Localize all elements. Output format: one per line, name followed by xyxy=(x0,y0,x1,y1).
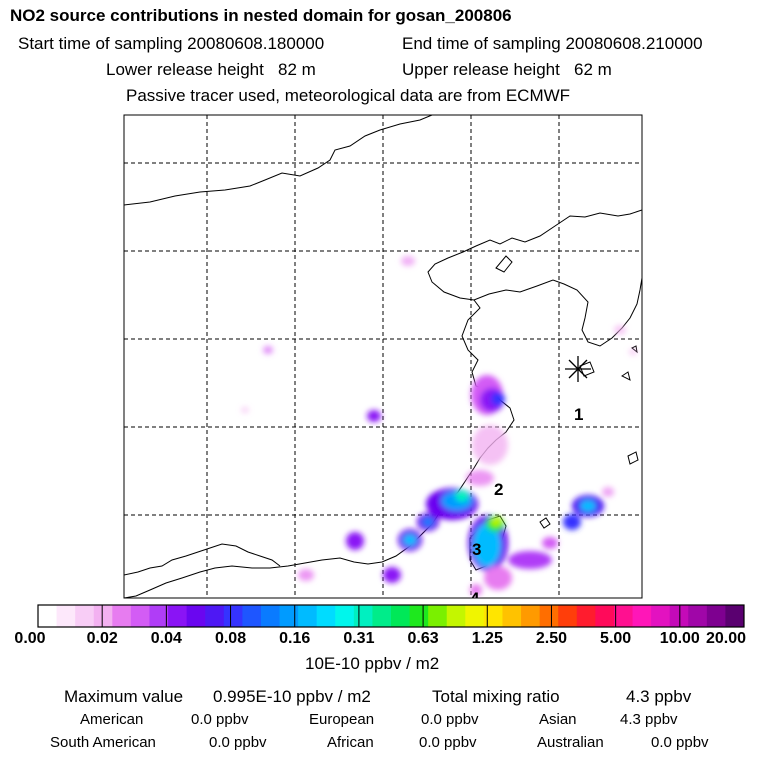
legend-swatch xyxy=(688,605,708,627)
legend-swatch xyxy=(576,605,596,627)
legend-swatch xyxy=(112,605,132,627)
legend-swatch xyxy=(223,605,243,627)
legend-swatch xyxy=(242,605,262,627)
page-title: NO2 source contributions in nested domai… xyxy=(10,6,512,25)
legend-swatch xyxy=(595,605,615,627)
region-value: 0.0 ppbv xyxy=(651,734,709,751)
legend-swatch xyxy=(168,605,188,627)
legend-swatch xyxy=(298,605,318,627)
legend-tick-label: 0.04 xyxy=(150,630,182,647)
region-name: Australian xyxy=(537,734,604,751)
legend-swatch xyxy=(539,605,559,627)
legend-swatch xyxy=(706,605,726,627)
legend-swatch xyxy=(502,605,522,627)
legend-swatch xyxy=(75,605,95,627)
legend-swatch xyxy=(409,605,429,627)
region-value: 4.3 ppbv xyxy=(620,711,678,728)
color-legend xyxy=(38,605,745,627)
legend-tick-label: 0.08 xyxy=(214,630,247,647)
legend-swatch xyxy=(391,605,411,627)
legend-swatch xyxy=(186,605,206,627)
total-mixing-label: Total mixing ratio xyxy=(432,687,560,706)
legend-tick-label: 0.02 xyxy=(86,630,118,647)
legend-swatch xyxy=(149,605,169,627)
legend-swatch xyxy=(38,605,58,627)
legend-unit: 10E-10 ppbv / m2 xyxy=(305,654,440,673)
legend-tick-label: 0.31 xyxy=(343,630,375,647)
region-name: African xyxy=(327,734,374,751)
legend-tick-label: 1.25 xyxy=(471,630,503,647)
legend-swatch xyxy=(428,605,448,627)
max-value-label: Maximum value xyxy=(64,687,184,706)
legend-tick-label: 20.00 xyxy=(705,630,747,647)
asterisk-icon xyxy=(565,356,591,382)
legend-swatch xyxy=(521,605,541,627)
legend-swatch xyxy=(558,605,578,627)
region-value: 0.0 ppbv xyxy=(191,711,249,728)
legend-swatch xyxy=(372,605,392,627)
region-value: 0.0 ppbv xyxy=(419,734,477,751)
legend-swatch xyxy=(483,605,503,627)
legend-swatch xyxy=(353,605,373,627)
lower-height-label: Lower release height 82 m xyxy=(106,60,316,79)
legend-swatch xyxy=(632,605,652,627)
region-value: 0.0 ppbv xyxy=(421,711,479,728)
start-time-label: Start time of sampling 20080608.180000 xyxy=(18,34,325,53)
legend-swatch xyxy=(725,605,745,627)
legend-swatch xyxy=(316,605,336,627)
legend-swatch xyxy=(130,605,150,627)
region-name: Asian xyxy=(539,711,577,728)
concentration-field xyxy=(241,256,637,596)
legend-swatch xyxy=(279,605,299,627)
legend-tick-label: 0.16 xyxy=(279,630,311,647)
legend-swatch xyxy=(260,605,281,627)
legend-frame xyxy=(37,604,745,628)
legend-tick-label: 2.50 xyxy=(535,630,568,647)
region-name: American xyxy=(80,711,144,728)
legend-swatch xyxy=(651,605,671,627)
map-gridlines xyxy=(124,115,642,598)
trajectory-label-1: 1 xyxy=(574,405,583,424)
max-value: 0.995E-10 ppbv / m2 xyxy=(213,687,371,706)
legend-swatch xyxy=(93,605,113,627)
trajectory-label-2: 2 xyxy=(494,480,503,499)
trajectory-label-3: 3 xyxy=(472,540,481,559)
legend-swatch xyxy=(669,605,689,627)
tracer-note: Passive tracer used, meteorological data… xyxy=(126,86,571,105)
region-name: South American xyxy=(50,734,156,751)
legend-tick-label: 0.63 xyxy=(407,630,439,647)
legend-swatch xyxy=(205,605,225,627)
legend-swatch xyxy=(56,605,76,627)
legend-swatch xyxy=(446,605,466,627)
region-value: 0.0 ppbv xyxy=(209,734,267,751)
upper-height-label: Upper release height 62 m xyxy=(402,60,612,79)
trajectory-label-4: 4 xyxy=(470,589,480,608)
legend-swatch xyxy=(465,605,485,627)
legend-tick-label: 10.00 xyxy=(659,630,700,647)
region-name: European xyxy=(309,711,375,728)
legend-tick-label: 0.00 xyxy=(14,630,46,647)
legend-swatch xyxy=(613,605,634,627)
legend-swatch xyxy=(335,605,355,627)
end-time-label: End time of sampling 20080608.210000 xyxy=(402,34,703,53)
legend-tick-label: 5.00 xyxy=(600,630,632,647)
total-mixing-value: 4.3 ppbv xyxy=(626,687,692,706)
